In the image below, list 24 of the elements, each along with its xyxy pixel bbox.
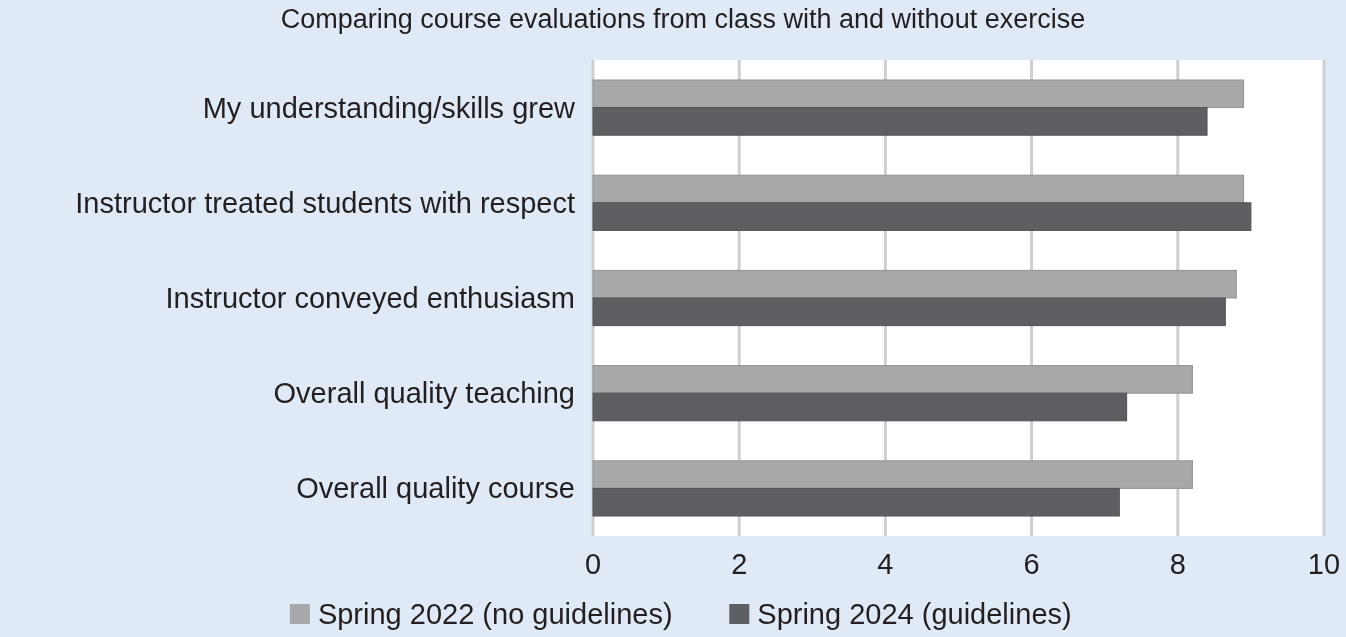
legend-label: Spring 2024 (guidelines) (757, 598, 1072, 630)
bar (592, 392, 1128, 422)
x-tick-label: 8 (1169, 548, 1186, 580)
legend-label: Spring 2022 (no guidelines) (317, 598, 673, 630)
bar (592, 202, 1252, 231)
y-tick-label: Overall quality teaching (273, 377, 575, 410)
bar (592, 297, 1226, 327)
chart-title: Comparing course evaluations from class with and without exercise (280, 4, 1086, 34)
bar (592, 174, 1245, 204)
bar (592, 107, 1208, 136)
y-tick-label: Instructor treated students with respect (75, 186, 575, 219)
bar (592, 487, 1120, 517)
x-tick-label: 2 (731, 548, 748, 580)
bar (592, 460, 1193, 489)
x-tick-label: 10 (1307, 548, 1341, 580)
y-tick-label: Instructor conveyed enthusiasm (165, 282, 575, 314)
y-tick-label: Overall quality course (296, 472, 575, 505)
bar (592, 269, 1237, 299)
x-tick-label: 6 (1023, 548, 1040, 580)
x-tick-label: 4 (877, 548, 894, 580)
x-tick-label: 0 (584, 548, 602, 580)
bar (592, 365, 1193, 394)
y-tick-label: My understanding/skills grew (202, 91, 577, 124)
bar (592, 79, 1245, 109)
